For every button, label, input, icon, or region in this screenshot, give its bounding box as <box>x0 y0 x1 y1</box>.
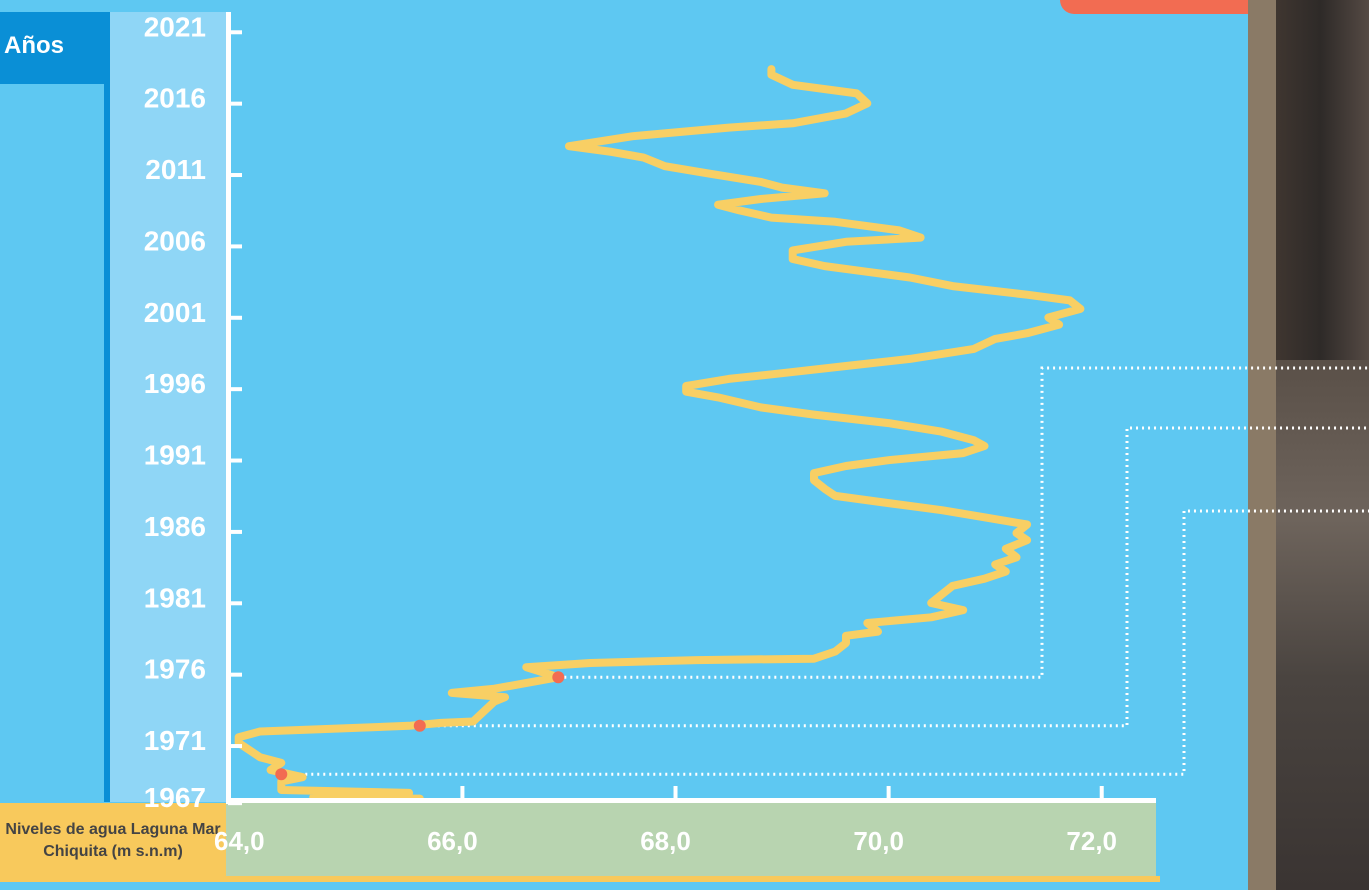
x-tick-label: 72,0 <box>1066 826 1117 856</box>
x-axis-band <box>226 800 1156 878</box>
y-tick-label: 2011 <box>145 154 206 185</box>
y-tick-mark <box>228 601 242 606</box>
y-axis-line <box>226 12 231 804</box>
x-tick-label: 68,0 <box>640 826 691 856</box>
x-tick-mark <box>1099 786 1104 800</box>
y-tick-mark <box>228 744 242 749</box>
x-tick-label: 70,0 <box>853 826 904 856</box>
y-axis-accent-line <box>104 12 110 802</box>
guide-line-0 <box>558 366 1369 679</box>
y-tick-mark <box>228 244 242 249</box>
x-axis-line <box>226 798 1156 803</box>
x-ticks: 64,0 66,0 68,0 70,0 72,0 <box>214 786 1117 856</box>
y-tick-mark <box>228 387 242 392</box>
y-tick-label: 1971 <box>144 725 206 756</box>
y-tick-label: 1967 <box>144 782 206 813</box>
y-tick-mark <box>228 315 242 320</box>
y-tick-mark <box>228 101 242 106</box>
y-ticks: 2021 2016 2011 2006 2001 1996 1991 1986 1981 1976… <box>144 11 242 813</box>
y-tick-label: 2006 <box>144 225 206 256</box>
y-tick-mark <box>228 672 242 677</box>
marker-layer <box>275 671 565 781</box>
series-line-0 <box>234 65 1085 803</box>
y-tick-label: 1976 <box>144 654 206 685</box>
y-tick-label: 2021 <box>144 11 206 42</box>
y-axis-title: Años <box>0 12 108 84</box>
bottom-accent-strip <box>0 876 1160 882</box>
x-tick-label: 66,0 <box>427 826 478 856</box>
y-axis-band <box>108 12 228 802</box>
marker-point-2 <box>275 768 288 781</box>
x-axis-title-text: Niveles de agua Laguna Mar Chiquita (m s… <box>5 821 221 860</box>
guide-lines <box>281 366 1369 776</box>
x-tick-mark <box>886 786 891 800</box>
y-tick-label: 1981 <box>144 582 206 613</box>
y-tick-mark <box>228 801 242 806</box>
x-tick-label: 64,0 <box>214 826 265 856</box>
y-tick-label: 1996 <box>144 368 206 399</box>
background-photo-lower <box>1276 360 1369 890</box>
y-tick-label: 1986 <box>144 511 206 542</box>
series-layer <box>234 65 1085 803</box>
y-tick-label: 2001 <box>144 297 206 328</box>
x-tick-mark <box>673 786 678 800</box>
marker-point-1 <box>413 719 426 732</box>
y-tick-mark <box>228 529 242 534</box>
y-tick-label: 1991 <box>144 440 206 471</box>
guide-line-2 <box>281 509 1369 776</box>
x-tick-mark <box>460 786 465 800</box>
y-tick-mark <box>228 30 242 35</box>
y-tick-label: 2016 <box>144 83 206 114</box>
y-tick-mark <box>228 458 242 463</box>
marker-point-0 <box>552 671 565 684</box>
x-axis-title: Niveles de agua Laguna Mar Chiquita (m s… <box>0 803 226 878</box>
y-tick-mark <box>228 173 242 178</box>
